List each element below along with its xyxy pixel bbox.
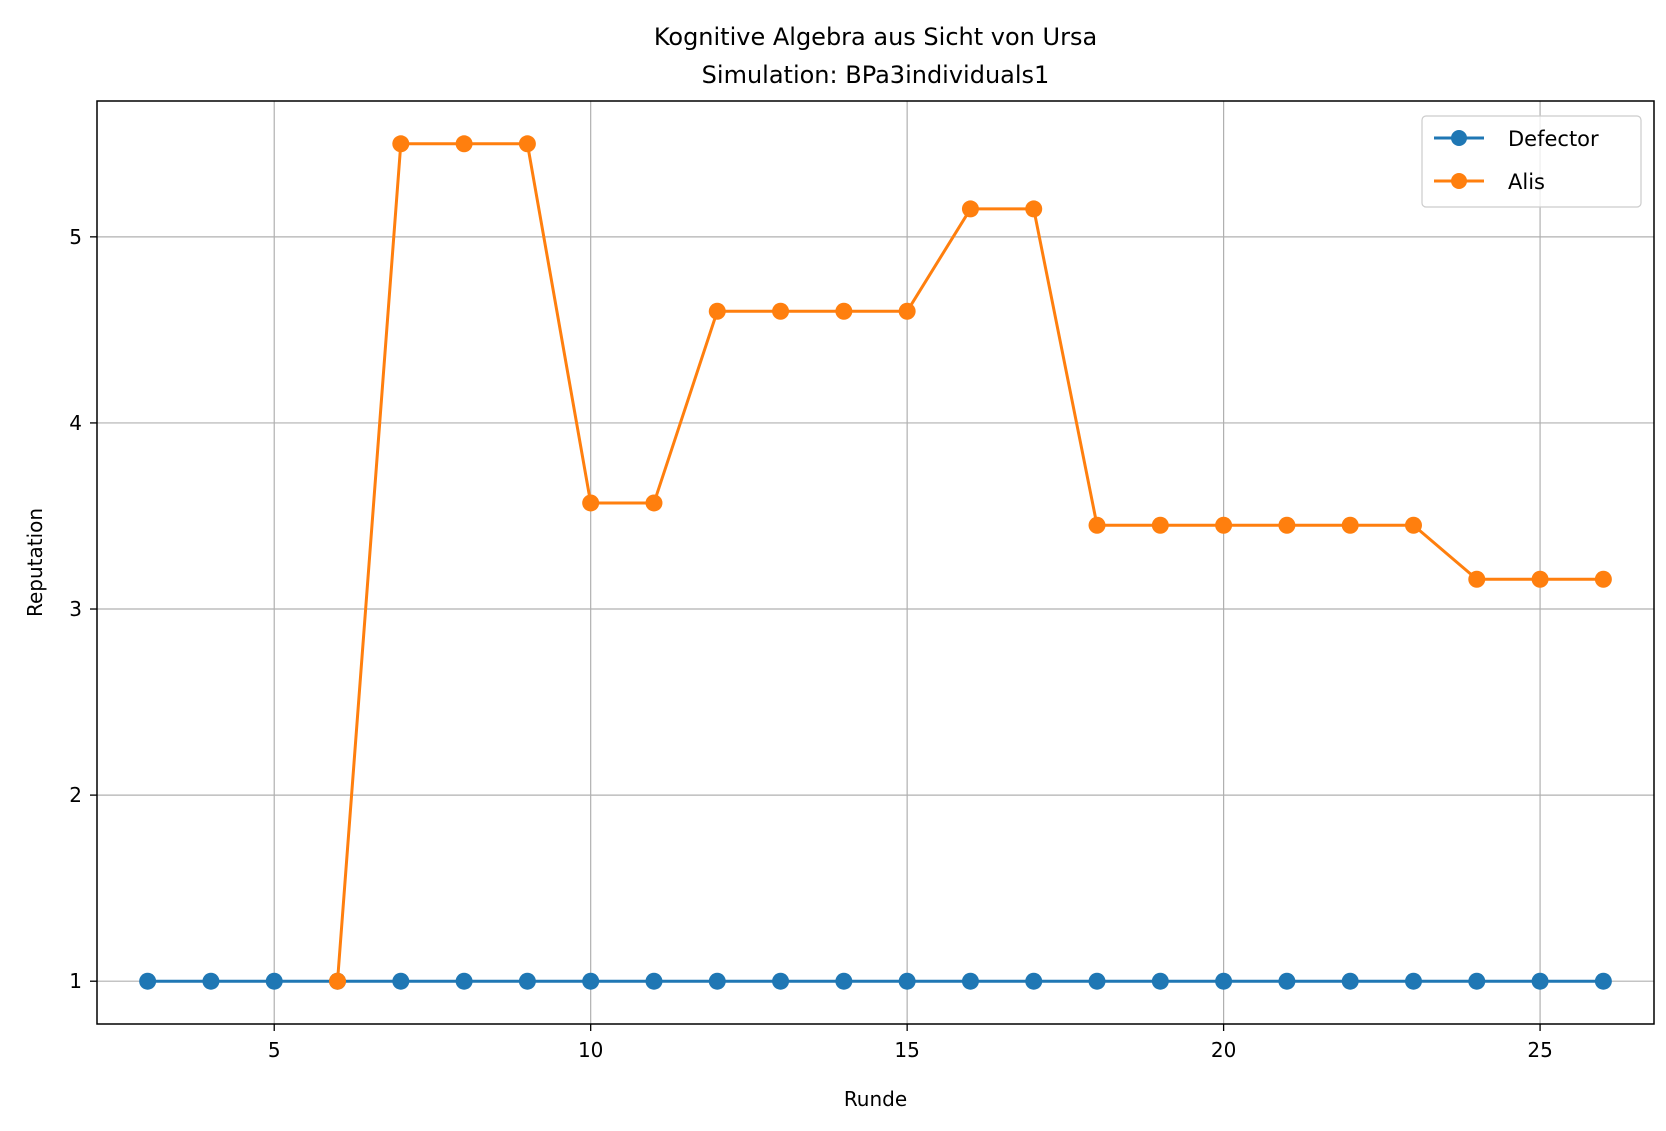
- data-point-defector: [1531, 972, 1549, 990]
- legend-label-defector: Defector: [1508, 127, 1599, 151]
- data-point-defector: [645, 972, 663, 990]
- series-layer: [139, 135, 1612, 990]
- data-point-defector: [835, 972, 853, 990]
- data-point-defector: [1088, 972, 1106, 990]
- y-tick-label: 2: [69, 783, 82, 807]
- legend: Defector Alis: [1421, 115, 1642, 208]
- y-tick-label: 4: [69, 411, 82, 435]
- data-point-defector: [898, 972, 916, 990]
- data-point-alis: [835, 302, 853, 320]
- x-tick-label: 10: [578, 1038, 603, 1062]
- y-tick-label: 3: [69, 597, 82, 621]
- data-point-defector: [1151, 972, 1169, 990]
- data-point-alis: [1468, 570, 1486, 588]
- data-point-defector: [1341, 972, 1359, 990]
- data-point-defector: [1278, 972, 1296, 990]
- legend-marker-defector: [1451, 130, 1467, 146]
- data-point-defector: [139, 972, 157, 990]
- legend-marker-alis: [1451, 173, 1467, 189]
- y-tick-label: 1: [69, 969, 82, 993]
- data-point-alis: [1025, 200, 1043, 218]
- data-point-alis: [518, 135, 536, 153]
- data-point-defector: [1404, 972, 1422, 990]
- data-point-alis: [898, 302, 916, 320]
- data-point-alis: [455, 135, 473, 153]
- data-point-alis: [708, 302, 726, 320]
- data-point-defector: [455, 972, 473, 990]
- data-point-alis: [582, 494, 600, 512]
- data-point-defector: [392, 972, 410, 990]
- data-point-defector: [265, 972, 283, 990]
- data-point-alis: [1151, 516, 1169, 534]
- data-point-alis: [961, 200, 979, 218]
- data-point-alis: [1215, 516, 1233, 534]
- data-point-alis: [1404, 516, 1422, 534]
- x-axis-label: Runde: [844, 1087, 907, 1111]
- data-point-defector: [1025, 972, 1043, 990]
- data-point-alis: [645, 494, 663, 512]
- data-point-alis: [772, 302, 790, 320]
- data-point-alis: [329, 972, 347, 990]
- data-point-defector: [202, 972, 220, 990]
- data-point-alis: [1341, 516, 1359, 534]
- x-tick-label: 15: [894, 1038, 919, 1062]
- x-tick-label: 25: [1527, 1038, 1552, 1062]
- legend-label-alis: Alis: [1508, 170, 1545, 194]
- y-axis-label: Reputation: [23, 508, 47, 617]
- data-point-alis: [392, 135, 410, 153]
- data-point-defector: [772, 972, 790, 990]
- data-point-defector: [582, 972, 600, 990]
- data-point-defector: [1594, 972, 1612, 990]
- data-point-defector: [1215, 972, 1233, 990]
- data-point-alis: [1531, 570, 1549, 588]
- chart-title: Kognitive Algebra aus Sicht von Ursa: [654, 23, 1097, 51]
- series-defector: [139, 972, 1612, 990]
- data-point-defector: [1468, 972, 1486, 990]
- data-point-alis: [1278, 516, 1296, 534]
- data-point-defector: [961, 972, 979, 990]
- x-tick-label: 20: [1211, 1038, 1236, 1062]
- data-point-alis: [1088, 516, 1106, 534]
- data-point-defector: [518, 972, 536, 990]
- plot-frame: [96, 100, 1655, 1025]
- data-point-alis: [1594, 570, 1612, 588]
- x-tick-label: 5: [268, 1038, 281, 1062]
- chart-subtitle: Simulation: BPa3individuals1: [702, 61, 1050, 89]
- data-point-defector: [708, 972, 726, 990]
- axis-ticks: 5 10 15 20 25 1 2 3 4 5: [69, 225, 1553, 1062]
- series-alis: [329, 135, 1612, 990]
- y-tick-label: 5: [69, 225, 82, 249]
